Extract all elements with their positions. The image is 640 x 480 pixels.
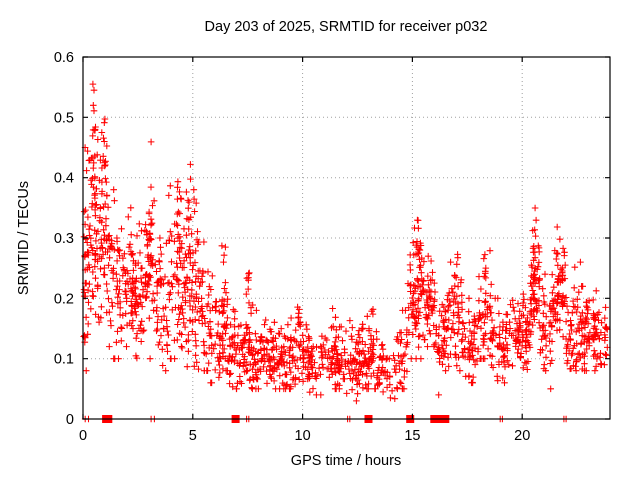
y-tick-label: 0.3 <box>54 231 74 247</box>
scatter-points <box>80 80 611 423</box>
x-tick-label: 20 <box>514 428 530 444</box>
x-tick-label: 15 <box>404 428 420 444</box>
x-tick-label: 10 <box>295 428 311 444</box>
y-tick-label: 0.4 <box>54 171 74 187</box>
axis-layer <box>82 56 611 420</box>
y-tick-label: 0.6 <box>54 50 74 66</box>
chart-title: Day 203 of 2025, SRMTID for receiver p03… <box>205 19 488 35</box>
scatter-point-layer <box>80 80 611 423</box>
axis-ticks <box>82 56 610 420</box>
y-tick-label: 0 <box>66 412 74 428</box>
x-tick-label: 5 <box>189 428 197 444</box>
y-tick-label: 0.1 <box>54 352 74 368</box>
gridlines <box>83 57 610 419</box>
y-tick-label: 0.2 <box>54 291 74 307</box>
y-axis-label: SRMTID / TECUs <box>16 181 32 295</box>
x-tick-label: 0 <box>79 428 87 444</box>
grid-layer <box>83 57 610 419</box>
y-tick-label: 0.5 <box>54 110 74 126</box>
x-axis-label: GPS time / hours <box>291 453 401 469</box>
tick-label-layer: 0 5 10 15 20 0 0.1 0.2 0.3 0.4 0.5 0.6 <box>54 50 530 444</box>
zero-line-marks <box>102 415 450 423</box>
